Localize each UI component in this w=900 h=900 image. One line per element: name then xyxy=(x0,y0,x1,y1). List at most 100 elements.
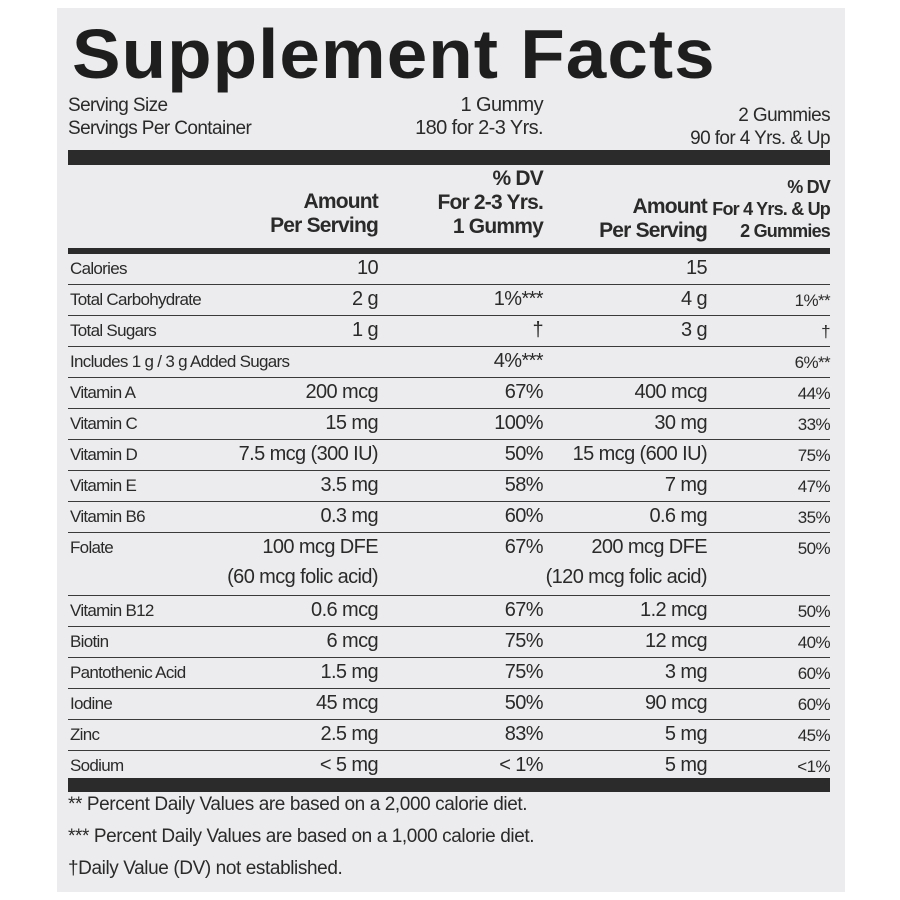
table-row: Vitamin D 7.5 mcg (300 IU) 50% 15 mcg (600 … xyxy=(68,440,831,471)
amount-4yrs-up: 5 mg xyxy=(664,723,708,745)
table-row: Vitamin B6 0.3 mg 60% 0.6 mg 35% xyxy=(68,502,831,533)
serving-size-label: Serving Size xyxy=(68,95,168,116)
amount-4yrs-up: 30 mg xyxy=(654,412,707,434)
nutrient-name: Includes 1 g / 3 g Added Sugars xyxy=(70,352,290,371)
nutrient-name: Vitamin B12 xyxy=(70,601,154,620)
dv-2-3yrs: 60% xyxy=(504,505,544,527)
dv-4yrs-up: <1% xyxy=(797,757,830,776)
dv-2-3yrs: 67% xyxy=(504,536,544,558)
dv-2-3yrs: 67% xyxy=(504,599,544,621)
thick-divider xyxy=(68,150,830,165)
servings-2: 90 for 4 Yrs. & Up xyxy=(690,128,830,149)
amount-2-3yrs: 1 g xyxy=(351,319,379,341)
serving-col1: 1 Gummy 180 for 2-3 Yrs. xyxy=(415,94,543,140)
dv-2-3yrs: 1%*** xyxy=(493,288,544,310)
footnote-2000: ** Percent Daily Values are based on a 2… xyxy=(68,794,528,815)
nutrient-name: Vitamin C xyxy=(70,414,138,433)
dv-2-3yrs: 4%*** xyxy=(493,350,544,372)
amount-4yrs-up: 7 mg xyxy=(664,474,708,496)
nutrient-name: Calories xyxy=(70,259,127,278)
nutrient-name: Total Sugars xyxy=(70,321,157,340)
nutrient-name: Vitamin B6 xyxy=(70,507,146,526)
servings-1: 180 for 2-3 Yrs. xyxy=(415,117,543,139)
nutrient-name: Zinc xyxy=(70,725,100,744)
dv-2-3yrs: 67% xyxy=(504,381,544,403)
amount-2-3yrs: 1.5 mg xyxy=(320,661,378,683)
dv-4yrs-up: 50% xyxy=(797,602,831,621)
serving-size-2: 2 Gummies xyxy=(738,105,830,126)
header-amount-2: Amount Per Serving xyxy=(599,195,708,242)
dv-4yrs-up: 60% xyxy=(797,664,831,683)
dv-2-3yrs: 58% xyxy=(504,474,544,496)
dv-4yrs-up: 75% xyxy=(797,446,831,465)
amount-4yrs-up: 3 mg xyxy=(664,661,708,683)
nutrient-name: Biotin xyxy=(70,632,109,651)
amount-4yrs-up: 5 mg xyxy=(664,754,708,776)
serving-labels: Serving Size Servings Per Container xyxy=(68,94,252,140)
dv-4yrs-up: 47% xyxy=(797,477,831,496)
bottom-divider xyxy=(68,778,830,792)
dv-4yrs-up: 33% xyxy=(797,415,831,434)
amount-2-3yrs: 100 mcg DFE xyxy=(262,536,378,558)
nutrient-name: Sodium xyxy=(70,756,124,775)
servings-per-container-label: Servings Per Container xyxy=(68,118,252,139)
table-row: Total Sugars 1 g † 3 g † xyxy=(68,316,831,347)
amount-detail: (60 mcg folic acid) xyxy=(227,566,378,588)
serving-size-1: 1 Gummy xyxy=(460,94,544,116)
nutrient-name: Vitamin D xyxy=(70,445,138,464)
footnote-dagger: †Daily Value (DV) not established. xyxy=(68,858,343,879)
nutrient-name: Folate xyxy=(70,538,114,557)
amount-2-3yrs: 2 g xyxy=(351,288,379,310)
amount-4yrs-up: 1.2 mcg xyxy=(640,599,708,621)
table-row: Calories 10 15 xyxy=(68,254,830,285)
table-row: Folate 100 mcg DFE 67% 200 mcg DFE 50% (60 mc… xyxy=(68,533,831,596)
dv-4yrs-up: 44% xyxy=(797,384,831,403)
amount-2-3yrs: 7.5 mcg (300 IU) xyxy=(238,443,379,465)
dv-4yrs-up: 45% xyxy=(797,726,831,745)
nutrient-name: Total Carbohydrate xyxy=(70,290,202,309)
amount-2-3yrs: < 5 mg xyxy=(319,754,379,776)
label-title: Supplement Facts xyxy=(72,15,716,93)
table-row: Vitamin B12 0.6 mcg 67% 1.2 mcg 50% xyxy=(68,596,831,627)
amount-4yrs-up: 15 xyxy=(685,257,708,279)
dv-4yrs-up: 6%** xyxy=(794,353,831,372)
amount-2-3yrs: 3.5 mg xyxy=(320,474,378,496)
dv-4yrs-up: 60% xyxy=(797,695,831,714)
header-amount-1: Amount Per Serving xyxy=(270,190,379,237)
amount-2-3yrs: 15 mg xyxy=(325,412,378,434)
dv-4yrs-up: 40% xyxy=(797,633,831,652)
table-row: Total Carbohydrate 2 g 1%*** 4 g 1%** xyxy=(68,285,831,316)
table-row: Vitamin E 3.5 mg 58% 7 mg 47% xyxy=(68,471,831,502)
header-dv-2: % DV For 4 Yrs. & Up 2 Gummies xyxy=(712,177,831,241)
nutrient-name: Pantothenic Acid xyxy=(70,663,186,682)
amount-4yrs-up: 12 mcg xyxy=(645,630,708,652)
table-row: Zinc 2.5 mg 83% 5 mg 45% xyxy=(68,720,831,751)
table-row: Pantothenic Acid 1.5 mg 75% 3 mg 60% xyxy=(68,658,831,689)
table-row: Biotin 6 mcg 75% 12 mcg 40% xyxy=(68,627,831,658)
amount-4yrs-up: 0.6 mg xyxy=(649,505,707,527)
serving-col2: 2 Gummies 90 for 4 Yrs. & Up xyxy=(690,104,830,150)
table-row: Iodine 45 mcg 50% 90 mcg 60% xyxy=(68,689,831,720)
amount-2-3yrs: 0.6 mcg xyxy=(311,599,379,621)
dv-4yrs-up: † xyxy=(821,322,830,341)
footnote-1000: *** Percent Daily Values are based on a … xyxy=(68,826,535,847)
amount-2-3yrs: 45 mcg xyxy=(316,692,379,714)
header-dv-1: % DV For 2-3 Yrs. 1 Gummy xyxy=(437,167,543,238)
dv-2-3yrs: 75% xyxy=(504,661,544,683)
dv-2-3yrs: 100% xyxy=(494,412,543,434)
nutrient-name: Vitamin A xyxy=(70,383,136,402)
dv-4yrs-up: 50% xyxy=(797,539,831,558)
table-row: Vitamin A 200 mcg 67% 400 mcg 44% xyxy=(68,378,831,409)
dv-2-3yrs: 83% xyxy=(504,723,544,745)
amount-4yrs-up: 4 g xyxy=(680,288,708,310)
amount-4yrs-up: 3 g xyxy=(680,319,708,341)
amount-4yrs-up: 200 mcg DFE xyxy=(591,536,707,558)
nutrient-name: Vitamin E xyxy=(70,476,137,495)
amount-2-3yrs: 2.5 mg xyxy=(320,723,378,745)
header-divider xyxy=(68,248,830,254)
dv-2-3yrs: 50% xyxy=(504,443,544,465)
amount-2-3yrs: 10 xyxy=(356,257,379,279)
dv-4yrs-up: 1%** xyxy=(794,291,831,310)
amount-4yrs-up: 400 mcg xyxy=(634,381,707,403)
table-row: Includes 1 g / 3 g Added Sugars 4%*** 6%** xyxy=(68,347,831,378)
